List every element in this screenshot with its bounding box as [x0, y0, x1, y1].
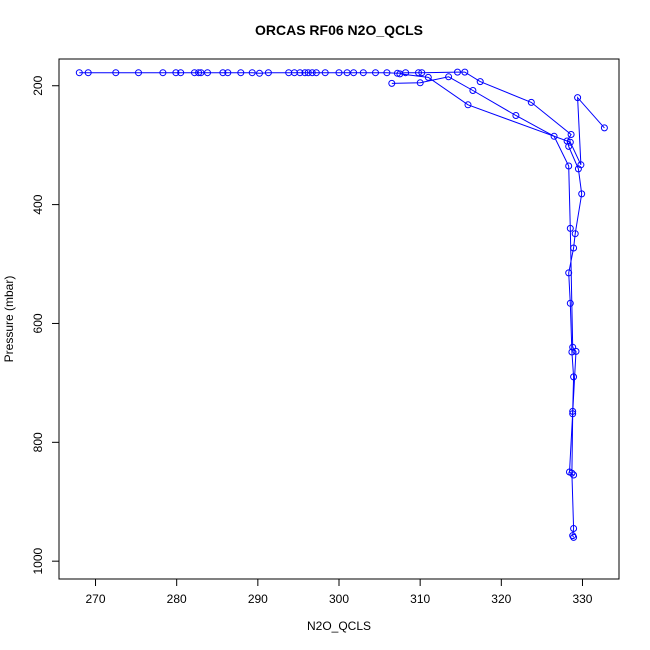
data-point	[308, 69, 316, 77]
data-point	[550, 132, 558, 140]
series-line	[391, 76, 577, 476]
series-1	[75, 68, 586, 541]
data-point	[572, 347, 580, 355]
data-point	[570, 533, 578, 541]
data-point	[248, 69, 256, 77]
data-point	[565, 269, 573, 277]
data-point	[424, 73, 432, 81]
data-point	[172, 69, 180, 77]
data-point	[350, 69, 358, 77]
data-point	[565, 162, 573, 170]
data-point	[570, 525, 578, 532]
data-point	[301, 69, 309, 77]
data-point	[312, 69, 320, 77]
data-point	[464, 101, 472, 109]
data-point	[565, 142, 573, 150]
data-point	[566, 299, 574, 307]
data-point	[195, 69, 203, 77]
data-point	[512, 112, 520, 119]
data-point	[219, 69, 227, 77]
data-point	[527, 98, 535, 106]
x-axis: 270 280 290 300 310 320 330	[86, 578, 593, 606]
data-point	[566, 138, 574, 146]
data-point	[416, 79, 424, 87]
plot-frame	[58, 58, 620, 580]
y-axis: 200 400 600 800 1000	[31, 75, 60, 575]
data-point	[418, 69, 426, 77]
x-axis-label: N2O_QCLS	[307, 619, 371, 633]
data-point	[578, 190, 586, 198]
x-tick-label: 310	[410, 592, 430, 606]
data-point	[335, 69, 343, 77]
data-point	[237, 69, 245, 77]
data-point	[570, 373, 578, 381]
data-point	[577, 161, 585, 169]
x-tick-label: 300	[329, 592, 349, 606]
data-point	[567, 131, 575, 138]
data-point	[256, 69, 263, 77]
data-point	[75, 69, 83, 77]
series-line	[399, 73, 605, 166]
data-point	[204, 69, 211, 77]
data-point	[461, 68, 469, 76]
data-point	[469, 87, 477, 94]
data-point	[372, 69, 379, 77]
data-point	[159, 69, 167, 77]
data-point	[570, 471, 578, 479]
data-point	[574, 94, 582, 102]
x-tick-label: 320	[491, 592, 511, 606]
data-point	[568, 348, 576, 356]
chart-title: ORCAS RF06 N2O_QCLS	[255, 22, 423, 38]
data-point	[112, 69, 120, 77]
x-tick-label: 330	[572, 592, 592, 606]
data-point	[571, 230, 579, 238]
data-point	[177, 69, 185, 77]
y-axis-label: Pressure (mbar)	[2, 276, 16, 363]
data-point	[359, 69, 367, 77]
data-point	[569, 343, 577, 351]
x-tick-label: 270	[86, 592, 106, 606]
series-3	[396, 70, 608, 169]
data-point	[321, 69, 329, 77]
data-point	[383, 69, 391, 77]
data-point	[296, 69, 304, 77]
series-line	[79, 71, 583, 538]
data-point	[476, 78, 484, 86]
data-point	[396, 70, 404, 78]
data-point	[264, 69, 272, 77]
series-2	[388, 73, 580, 479]
y-tick-label: 1000	[31, 548, 45, 575]
data-point	[445, 73, 453, 81]
data-point	[388, 79, 396, 87]
data-point	[224, 69, 232, 77]
y-tick-label: 200	[31, 75, 45, 95]
data-point	[600, 124, 608, 132]
y-tick-label: 600	[31, 313, 45, 333]
x-tick-label: 280	[167, 592, 187, 606]
y-tick-label: 800	[31, 432, 45, 452]
plot-area	[75, 68, 608, 541]
y-tick-label: 400	[31, 194, 45, 214]
data-point	[304, 69, 312, 77]
data-point	[135, 69, 142, 77]
data-point	[454, 68, 461, 76]
x-tick-label: 290	[248, 592, 268, 606]
data-point	[566, 224, 574, 232]
data-point	[84, 69, 92, 77]
